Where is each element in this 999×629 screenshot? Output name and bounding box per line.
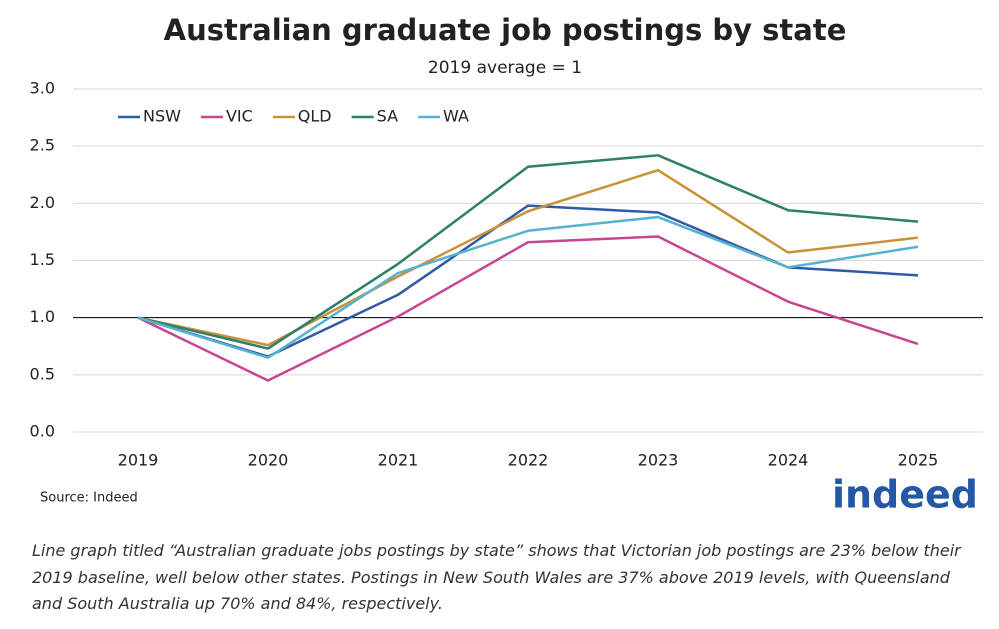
series-line (137, 168, 919, 347)
y-tick-label: 1.5 (30, 250, 55, 269)
legend-label: NSW (143, 107, 181, 126)
y-tick-label: 1.0 (30, 307, 55, 326)
x-tick-label: 2023 (638, 451, 679, 470)
legend-label: WA (443, 107, 469, 126)
x-tick-label: 2025 (898, 451, 939, 470)
x-tick-label: 2024 (768, 451, 809, 470)
x-tick-label: 2019 (118, 451, 159, 470)
source: Source: Indeed (40, 491, 138, 506)
caption: Line graph titled “Australian graduate j… (32, 541, 961, 613)
legend-label: SA (377, 107, 398, 126)
y-tick-label: 3.0 (30, 79, 55, 98)
chart: Australian graduate job postings by stat… (30, 13, 983, 517)
y-tick-label: 0.5 (30, 364, 55, 383)
y-tick-label: 0.0 (30, 422, 55, 441)
y-tick-label: 2.0 (30, 193, 55, 212)
legend-label: QLD (298, 107, 332, 126)
series-line (137, 204, 919, 358)
logo: indeed (832, 473, 978, 517)
series-line (137, 154, 919, 350)
x-tick-label: 2022 (508, 451, 549, 470)
series-line (137, 215, 919, 359)
legend-label: VIC (226, 107, 253, 126)
series-line (137, 235, 919, 382)
x-tick-label: 2021 (378, 451, 419, 470)
y-tick-label: 2.5 (30, 136, 55, 155)
chart-subtitle: 2019 average = 1 (428, 58, 582, 78)
x-tick-label: 2020 (248, 451, 289, 470)
chart-title: Australian graduate job postings by stat… (164, 13, 847, 47)
